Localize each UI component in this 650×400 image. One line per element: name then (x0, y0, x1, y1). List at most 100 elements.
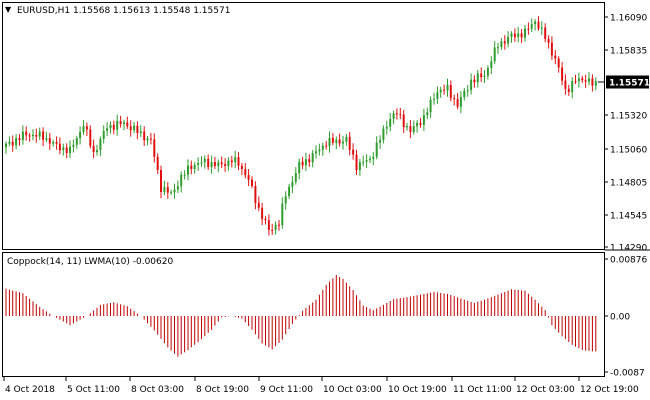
candle-body (439, 89, 442, 93)
candle-body (369, 158, 371, 161)
time-axis-label: 12 Oct 19:00 (580, 385, 639, 395)
symbol-header: EURUSD,H1 1.15568 1.15613 1.15548 1.1557… (17, 6, 230, 16)
candle-body (483, 75, 486, 78)
candle-body (240, 165, 243, 169)
candle-body (581, 78, 584, 81)
candle-body (490, 61, 493, 68)
time-axis-label: 10 Oct 19:00 (388, 385, 447, 395)
candle-body (493, 47, 496, 62)
candle-body (385, 126, 388, 129)
candle-body (25, 131, 28, 136)
candle-body (261, 207, 264, 220)
symbol-menu-arrow-icon[interactable]: ▼ (5, 5, 12, 14)
candle-body (567, 88, 570, 92)
candle-body (69, 146, 71, 153)
candle-body (58, 143, 61, 151)
candle-body (463, 90, 466, 98)
candle-body (443, 89, 446, 91)
price-axis-label: 1.15320 (610, 112, 647, 122)
candle-body (524, 28, 526, 38)
candle-body (271, 229, 274, 231)
candle-body (382, 128, 385, 140)
candle-body (328, 137, 331, 147)
candle-body (527, 28, 530, 30)
candle-body (335, 139, 338, 143)
candle-body (395, 113, 398, 115)
candle-body (102, 130, 105, 139)
time-axis-label: 8 Oct 19:00 (196, 385, 249, 395)
candle-body (564, 80, 567, 89)
indicator-axis-label: 0.00876 (610, 256, 647, 266)
candle-body (190, 165, 193, 169)
indicator-axis-label: 0.00 (610, 313, 630, 323)
candle-body (402, 114, 405, 128)
candle-body (429, 99, 432, 113)
candle-body (520, 33, 523, 38)
candle-body (5, 143, 7, 148)
indicator-pane[interactable] (2, 252, 605, 377)
candle-body (304, 159, 307, 166)
candle-body (294, 173, 297, 182)
time-axis-label: 8 Oct 03:00 (131, 385, 184, 395)
candle-body (106, 128, 109, 131)
price-axis: 1.16090 1.15835 1.15320 1.15060 1.14805 1.145… (604, 14, 647, 254)
time-axis-label: 12 Oct 03:00 (516, 385, 575, 395)
candle-body (48, 138, 51, 144)
candle-body (32, 134, 34, 137)
candle-body (537, 21, 540, 29)
candle-body (345, 136, 348, 142)
candle-body (72, 144, 75, 147)
candle-body (500, 41, 503, 48)
candle-body (257, 202, 260, 208)
current-price-label: 1.15571 (609, 79, 650, 89)
candle-body (348, 136, 351, 150)
candle-body (52, 142, 55, 144)
candle-body (89, 129, 92, 146)
candle-body (247, 175, 250, 180)
candle-body (557, 58, 560, 68)
candle-body (436, 92, 439, 99)
candle-body (422, 115, 425, 125)
candle-body (392, 113, 395, 119)
candle-body (224, 164, 227, 166)
candle-body (244, 169, 247, 176)
time-axis: 4 Oct 2018 5 Oct 11:00 8 Oct 03:00 8 Oct 19… (3, 377, 639, 395)
candle-body (486, 67, 489, 76)
price-pane[interactable] (2, 2, 605, 250)
candle-body (318, 149, 321, 152)
candle-body (267, 220, 270, 230)
candle-body (355, 154, 358, 171)
candle-body (362, 161, 365, 163)
candle-body (453, 98, 456, 100)
candle-body (183, 174, 186, 176)
candle-body (254, 186, 257, 203)
candle-body (513, 33, 516, 38)
candle-body (550, 42, 553, 56)
candle-body (203, 158, 206, 163)
candle-body (237, 157, 240, 166)
candle-body (561, 67, 564, 81)
candle-body (554, 55, 557, 59)
candle-body (28, 135, 31, 137)
candle-body (406, 126, 408, 128)
candle-body (85, 126, 88, 130)
candle-body (119, 121, 122, 124)
time-axis-label: 10 Oct 03:00 (323, 385, 382, 395)
candle-body (331, 137, 334, 143)
candle-body (193, 164, 196, 169)
candle-body (540, 27, 543, 29)
candle-body (42, 131, 45, 140)
candle-body (8, 141, 11, 144)
candle-body (365, 160, 368, 162)
candle-body (544, 27, 547, 39)
price-axis-label: 1.15060 (610, 146, 647, 156)
time-axis-label: 9 Oct 11:00 (260, 385, 313, 395)
current-price-box (606, 75, 649, 89)
candle-body (288, 186, 291, 197)
candle-body (412, 126, 415, 132)
candle-body (315, 151, 317, 154)
candle-body (92, 145, 95, 152)
candle-body (170, 192, 173, 194)
